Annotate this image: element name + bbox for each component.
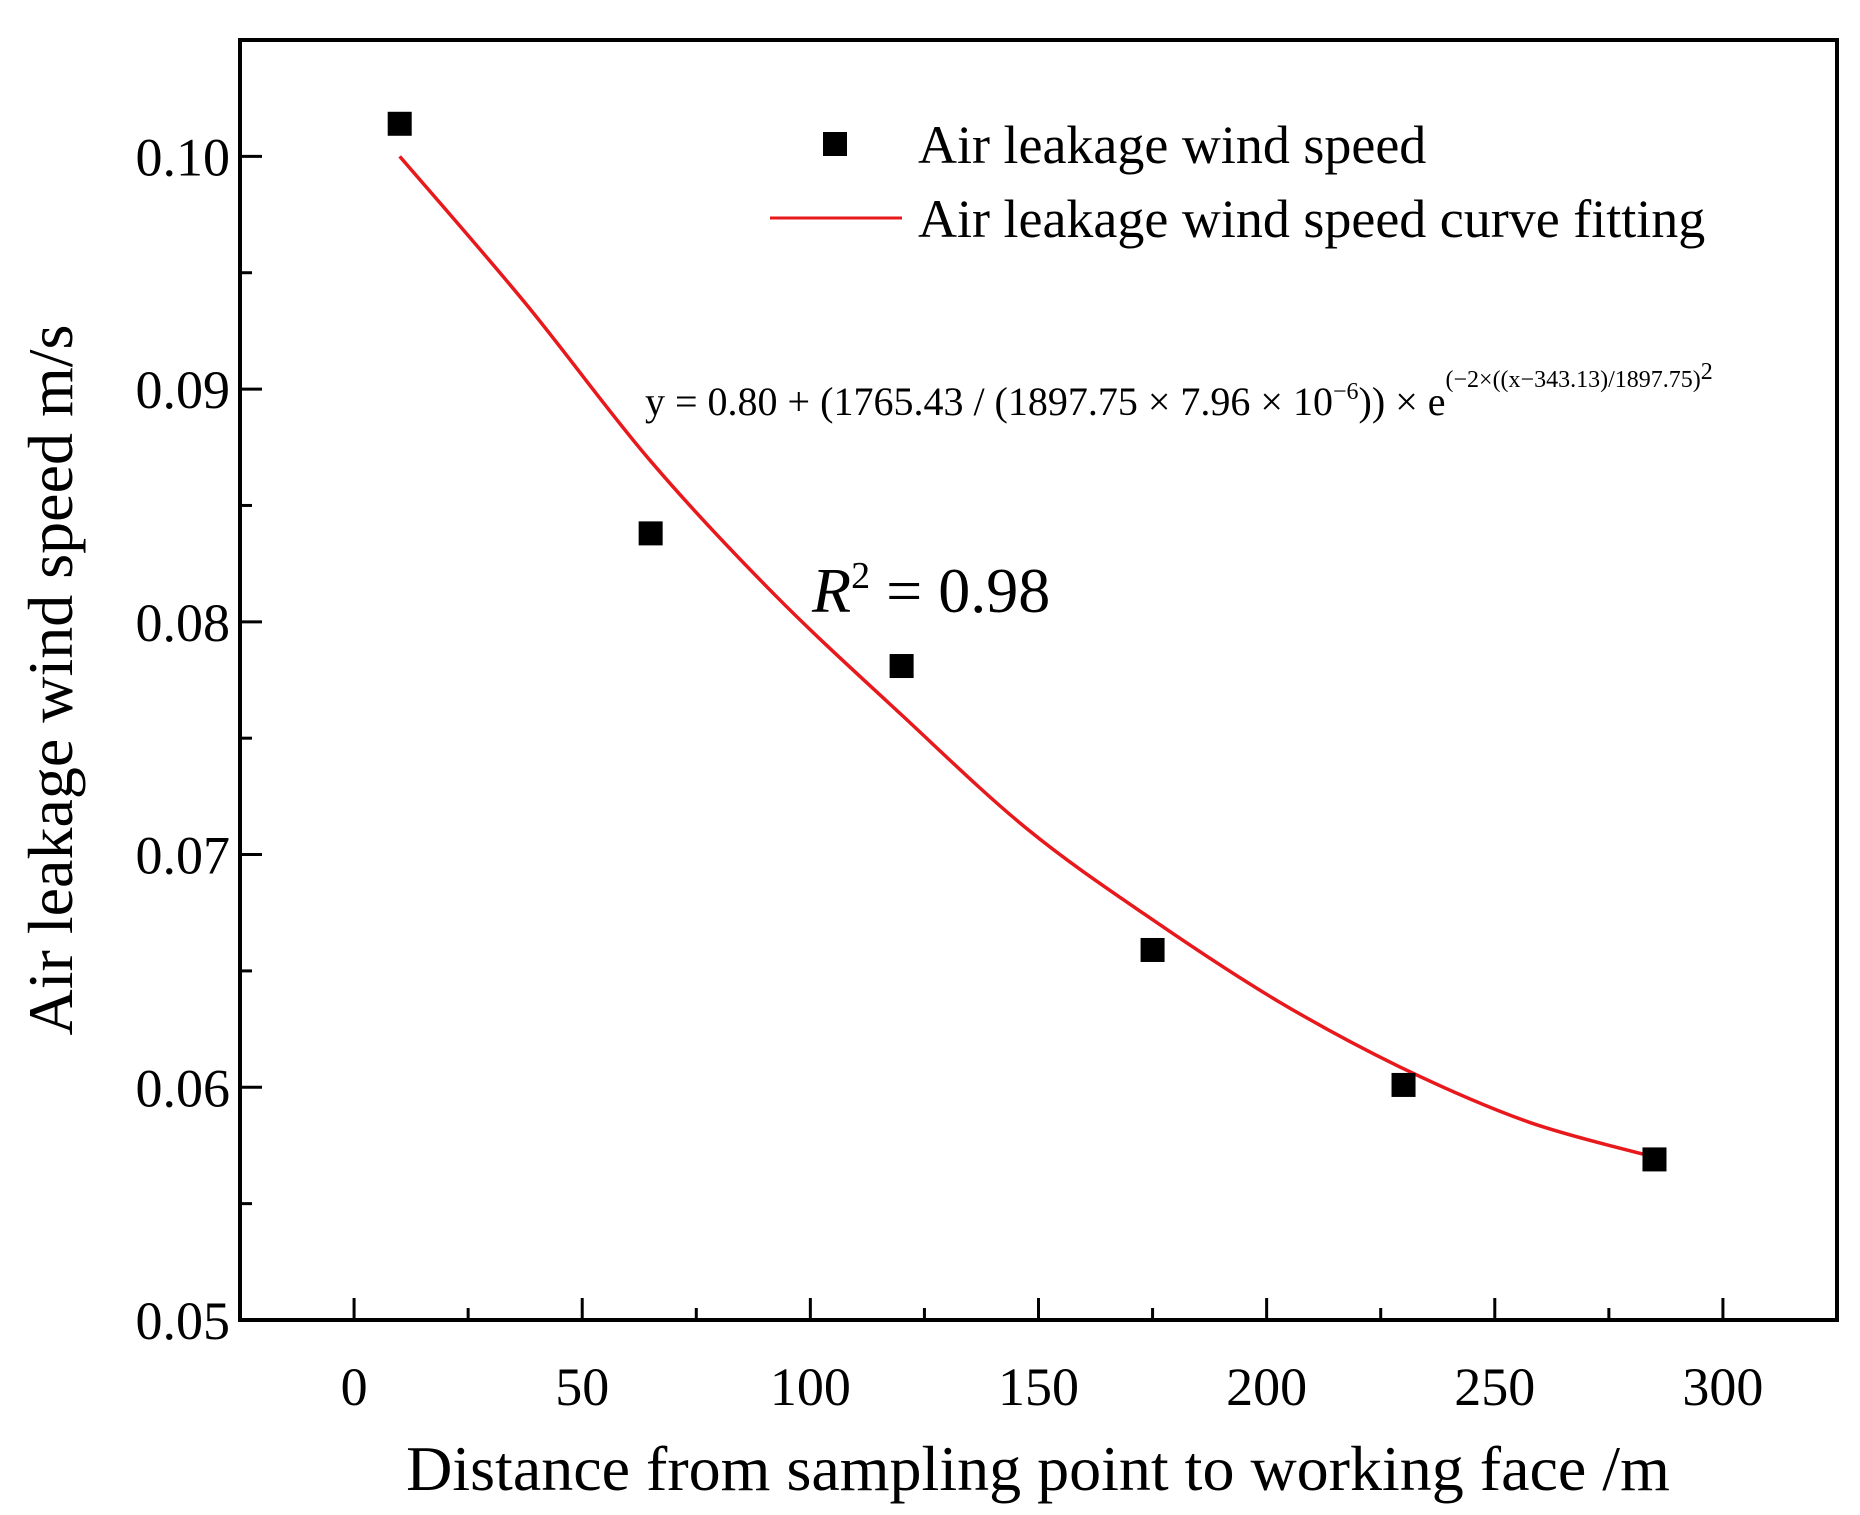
r-squared: R2 = 0.98 bbox=[811, 555, 1050, 626]
fit-curve bbox=[398, 155, 1655, 1159]
r-squared-value: = 0.98 bbox=[870, 555, 1050, 626]
equation-exponent-1: −6 bbox=[1333, 379, 1359, 405]
y-axis-ticks: 0.05 0.06 0.07 0.08 0.09 0.10 bbox=[136, 127, 262, 1351]
x-tick-label: 50 bbox=[555, 1357, 609, 1417]
x-tick-label: 200 bbox=[1226, 1357, 1307, 1417]
equation-exponent-2: (−2×((x−343.13)/1897.75) bbox=[1446, 367, 1701, 393]
x-tick-label: 250 bbox=[1454, 1357, 1535, 1417]
equation-mid: )) × e bbox=[1359, 379, 1446, 424]
x-axis-ticks: 0 50 100 150 200 250 300 bbox=[341, 1298, 1763, 1417]
x-tick-label: 300 bbox=[1682, 1357, 1763, 1417]
data-point bbox=[1391, 1072, 1416, 1097]
y-tick-label: 0.06 bbox=[136, 1058, 231, 1118]
y-tick-label: 0.07 bbox=[136, 826, 231, 886]
x-tick-label: 150 bbox=[998, 1357, 1079, 1417]
data-point bbox=[1642, 1147, 1667, 1172]
data-point bbox=[889, 654, 914, 679]
legend-label-fit: Air leakage wind speed curve fitting bbox=[918, 189, 1705, 249]
fit-curve-layer bbox=[398, 155, 1655, 1159]
scatter-points-layer bbox=[387, 111, 1667, 1172]
x-axis-title: Distance from sampling point to working … bbox=[406, 1433, 1670, 1504]
y-tick-label: 0.10 bbox=[136, 127, 231, 187]
y-tick-label: 0.09 bbox=[136, 360, 231, 420]
r-squared-power: 2 bbox=[851, 555, 870, 597]
data-point bbox=[1140, 937, 1165, 962]
legend: Air leakage wind speed Air leakage wind … bbox=[770, 115, 1705, 249]
y-tick-label: 0.05 bbox=[136, 1291, 231, 1351]
r-squared-symbol: R bbox=[811, 555, 851, 626]
x-tick-label: 0 bbox=[341, 1357, 368, 1417]
x-tick-label: 100 bbox=[770, 1357, 851, 1417]
legend-label-scatter: Air leakage wind speed bbox=[918, 115, 1426, 175]
fit-equation: y = 0.80 + (1765.43 / (1897.75 × 7.96 × … bbox=[645, 359, 1713, 424]
equation-exponent-2-power: 2 bbox=[1701, 359, 1713, 385]
y-tick-label: 0.08 bbox=[136, 593, 231, 653]
data-point bbox=[638, 521, 663, 546]
data-point bbox=[387, 111, 412, 136]
equation-prefix: y = 0.80 + (1765.43 / (1897.75 × 7.96 × … bbox=[645, 379, 1333, 424]
legend-marker-square bbox=[823, 132, 847, 156]
y-axis-title: Air leakage wind speed m/s bbox=[15, 325, 86, 1036]
